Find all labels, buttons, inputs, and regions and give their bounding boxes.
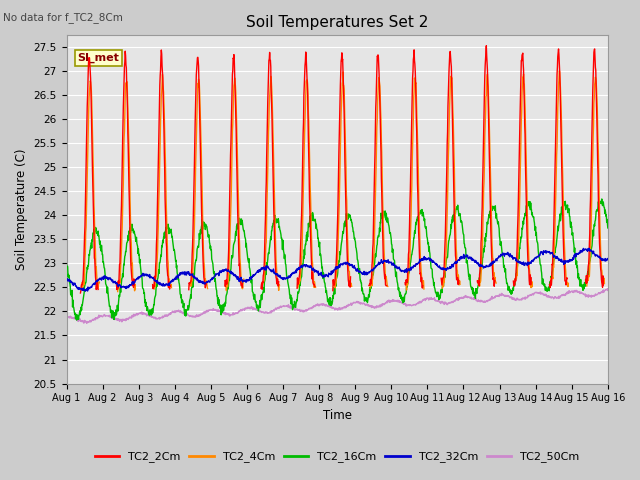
Title: Soil Temperatures Set 2: Soil Temperatures Set 2 — [246, 15, 428, 30]
Legend: TC2_2Cm, TC2_4Cm, TC2_16Cm, TC2_32Cm, TC2_50Cm: TC2_2Cm, TC2_4Cm, TC2_16Cm, TC2_32Cm, TC… — [90, 447, 584, 467]
Text: SI_met: SI_met — [77, 53, 119, 63]
Y-axis label: Soil Temperature (C): Soil Temperature (C) — [15, 149, 28, 270]
X-axis label: Time: Time — [323, 409, 351, 422]
Text: No data for f_TC2_8Cm: No data for f_TC2_8Cm — [3, 12, 123, 23]
